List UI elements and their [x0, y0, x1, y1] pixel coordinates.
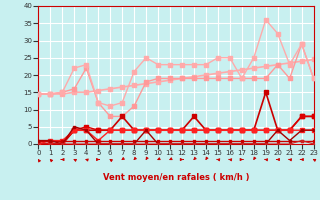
- X-axis label: Vent moyen/en rafales ( km/h ): Vent moyen/en rafales ( km/h ): [103, 173, 249, 182]
